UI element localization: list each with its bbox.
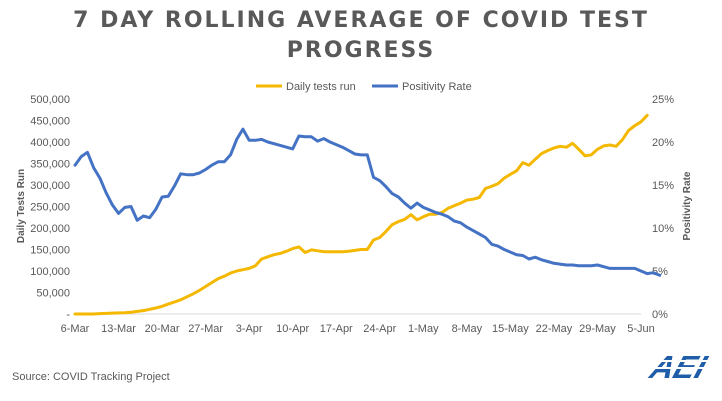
chart-title-line-1: 7 DAY ROLLING AVERAGE OF COVID TEST: [73, 8, 649, 33]
x-tick-label: 17-Apr: [320, 323, 353, 335]
y-right-tick-label: 25%: [652, 94, 674, 106]
y-right-tick-label: 10%: [652, 223, 674, 235]
y-left-tick-label: -: [66, 309, 70, 321]
aei-logo-text: AEI: [645, 349, 712, 384]
y-left-tick-label: 50,000: [36, 288, 70, 300]
y-right-tick-label: 15%: [652, 180, 674, 192]
y-left-tick-label: 450,000: [30, 116, 70, 128]
source-note: Source: COVID Tracking Project: [12, 371, 170, 383]
x-tick-label: 13-Mar: [101, 323, 136, 335]
x-tick-label: 8-May: [452, 323, 483, 335]
y-right-tick-label: 0%: [652, 309, 668, 321]
y-left-tick-label: 500,000: [30, 94, 70, 106]
x-tick-label: 22-May: [536, 323, 573, 335]
chart-title-line-2: PROGRESS: [286, 38, 436, 63]
y-right-axis-title: Positivity Rate: [682, 171, 693, 240]
y-left-tick-label: 150,000: [30, 245, 70, 257]
x-tick-label: 27-Mar: [188, 323, 223, 335]
y-left-tick-label: 300,000: [30, 180, 70, 192]
legend-label-tests: Daily tests run: [286, 81, 356, 93]
x-tick-label: 6-Mar: [61, 323, 90, 335]
y-left-axis-title: Daily Tests Run: [16, 169, 27, 243]
y-left-tick-label: 200,000: [30, 223, 70, 235]
x-tick-label: 24-Apr: [363, 323, 396, 335]
x-tick-label: 3-Apr: [236, 323, 263, 335]
x-tick-label: 29-May: [579, 323, 616, 335]
series-line-daily-tests: [73, 113, 649, 316]
x-tick-label: 20-Mar: [145, 323, 180, 335]
legend-label-positivity: Positivity Rate: [402, 81, 472, 93]
x-tick-label: 15-May: [492, 323, 529, 335]
y-left-tick-label: 400,000: [30, 137, 70, 149]
x-tick-label: 1-May: [408, 323, 439, 335]
y-right-tick-label: 20%: [652, 137, 674, 149]
y-left-tick-label: 250,000: [30, 202, 70, 214]
series-line-positivity-rate: [73, 127, 662, 277]
aei-logo: AEI: [644, 349, 714, 384]
y-left-tick-label: 350,000: [30, 159, 70, 171]
x-tick-label: 10-Apr: [276, 323, 309, 335]
y-left-tick-label: 100,000: [30, 266, 70, 278]
x-tick-label: 5-Jun: [627, 323, 655, 335]
